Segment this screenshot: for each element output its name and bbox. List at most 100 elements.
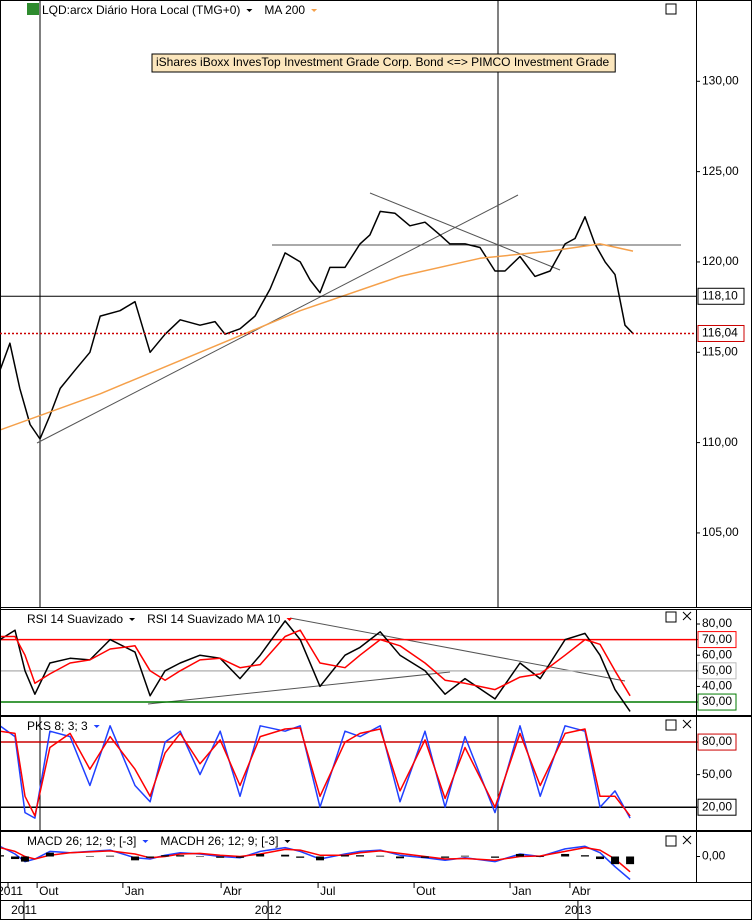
histogram-bar (281, 854, 290, 857)
series-line (1, 846, 631, 873)
x-tick-label: Abr (223, 884, 242, 898)
year-label: 2011 (11, 903, 37, 917)
y-tick-box (697, 693, 737, 711)
histogram-bar (441, 856, 450, 858)
x-tick-label: Jan (512, 884, 531, 898)
price-level-box (697, 287, 745, 305)
histogram-bar (1, 855, 4, 857)
trend-line (369, 192, 561, 271)
legend-entry: RSI 14 Suavizado MA 10 (147, 612, 281, 626)
y-tick-label: 0,00 (702, 849, 726, 863)
y-tick-box (697, 631, 737, 649)
histogram-bar (146, 856, 155, 858)
legend-dropdown (142, 840, 149, 843)
y-tick-label: 80,00 (702, 734, 732, 748)
legend-entry: PKS 8; 3; 3 (27, 719, 88, 733)
legend-dropdown (129, 618, 136, 621)
annotation: iShares iBoxx InvesTop Investment Grade … (156, 55, 610, 69)
histogram-bar (131, 856, 140, 861)
histogram-bar (296, 856, 305, 858)
x-tick-label: Abr (572, 884, 591, 898)
histogram-bar (11, 856, 20, 860)
legend-entry: RSI 14 Suavizado (27, 612, 123, 626)
legend-entry: MACD 26; 12; 9; [-3] (27, 834, 136, 848)
histogram-bar (256, 853, 265, 857)
series-line (1, 210, 634, 440)
histogram-bar (20, 856, 29, 862)
x-tick-label: Jan (125, 884, 144, 898)
legend-entry: MA 200 (264, 3, 305, 17)
histogram-bar (236, 856, 244, 858)
histogram-bar (536, 856, 545, 858)
legend-dropdown (93, 725, 100, 728)
price-level-box (697, 324, 745, 342)
maximize-button[interactable] (665, 3, 677, 15)
close-button[interactable] (682, 611, 692, 845)
plot-area (1, 210, 634, 440)
y-tick-box (697, 662, 737, 680)
histogram-bar (460, 855, 469, 857)
y-tick-label: 60,00 (702, 647, 732, 661)
histogram-bar (611, 856, 620, 865)
histogram-bar (356, 855, 364, 857)
histogram-bar (420, 856, 429, 858)
y-tick-label: 70,00 (702, 632, 732, 646)
legend-entry: LQD:arcx Diário Hora Local (TMG+0) (42, 3, 240, 17)
y-tick-box (697, 798, 737, 816)
histogram-bar (161, 855, 170, 857)
legend-dropdown (311, 9, 318, 12)
series-line (1, 727, 631, 817)
legend-dropdown (286, 618, 293, 621)
legend-dropdown (284, 840, 291, 843)
histogram-bar (516, 853, 524, 857)
histogram-bar (85, 855, 94, 857)
series-line (1, 620, 631, 712)
x-tick-label: 2011 (0, 884, 23, 898)
x-tick-label: Jul (320, 884, 335, 898)
maximize-button[interactable] (665, 719, 677, 731)
maximize-button[interactable] (665, 611, 677, 623)
legend-dropdown (246, 9, 253, 12)
y-tick-label: 130,00 (702, 73, 739, 87)
y-tick-label: 105,00 (702, 525, 739, 539)
y-tick-label: 120,00 (702, 254, 739, 268)
trend-line (36, 194, 519, 444)
y-tick-label: 30,00 (702, 694, 732, 708)
histogram-bar (561, 853, 570, 857)
legend-entry: MACDH 26; 12; 9; [-3] (160, 834, 278, 848)
histogram-bar (176, 855, 185, 857)
y-tick-label: 80,00 (702, 616, 732, 630)
plot-area (1, 620, 696, 712)
series-line (1, 243, 634, 431)
histogram-bar (376, 855, 385, 857)
year-label: 2012 (255, 903, 282, 917)
app-icon (27, 3, 39, 15)
price-level-label: 118,10 (702, 288, 738, 302)
y-tick-label: 50,00 (702, 663, 732, 677)
y-tick-label: 40,00 (702, 679, 732, 693)
histogram-bar (340, 855, 349, 857)
histogram-bar (491, 856, 500, 858)
histogram-bar (626, 856, 635, 865)
maximize-button[interactable] (665, 835, 677, 847)
histogram-bar (316, 856, 324, 861)
panel-buttons (665, 3, 692, 847)
y-tick-label: 125,00 (702, 164, 739, 178)
annotation-box (151, 53, 616, 73)
y-tick-label: 115,00 (702, 344, 738, 358)
y-tick-box (697, 733, 737, 751)
histogram-bar (45, 852, 54, 857)
histogram-bar (216, 856, 225, 858)
histogram-bar (596, 856, 604, 860)
trend-line (147, 671, 451, 705)
histogram-bar (106, 855, 115, 857)
x-tick-label: Out (416, 884, 436, 898)
plot-area (1, 725, 696, 819)
price-level-label: 116,04 (702, 326, 738, 340)
histogram-bar (196, 856, 204, 858)
plot-area (1, 845, 635, 881)
histogram-bar (580, 855, 589, 857)
histogram-bar (396, 856, 404, 859)
